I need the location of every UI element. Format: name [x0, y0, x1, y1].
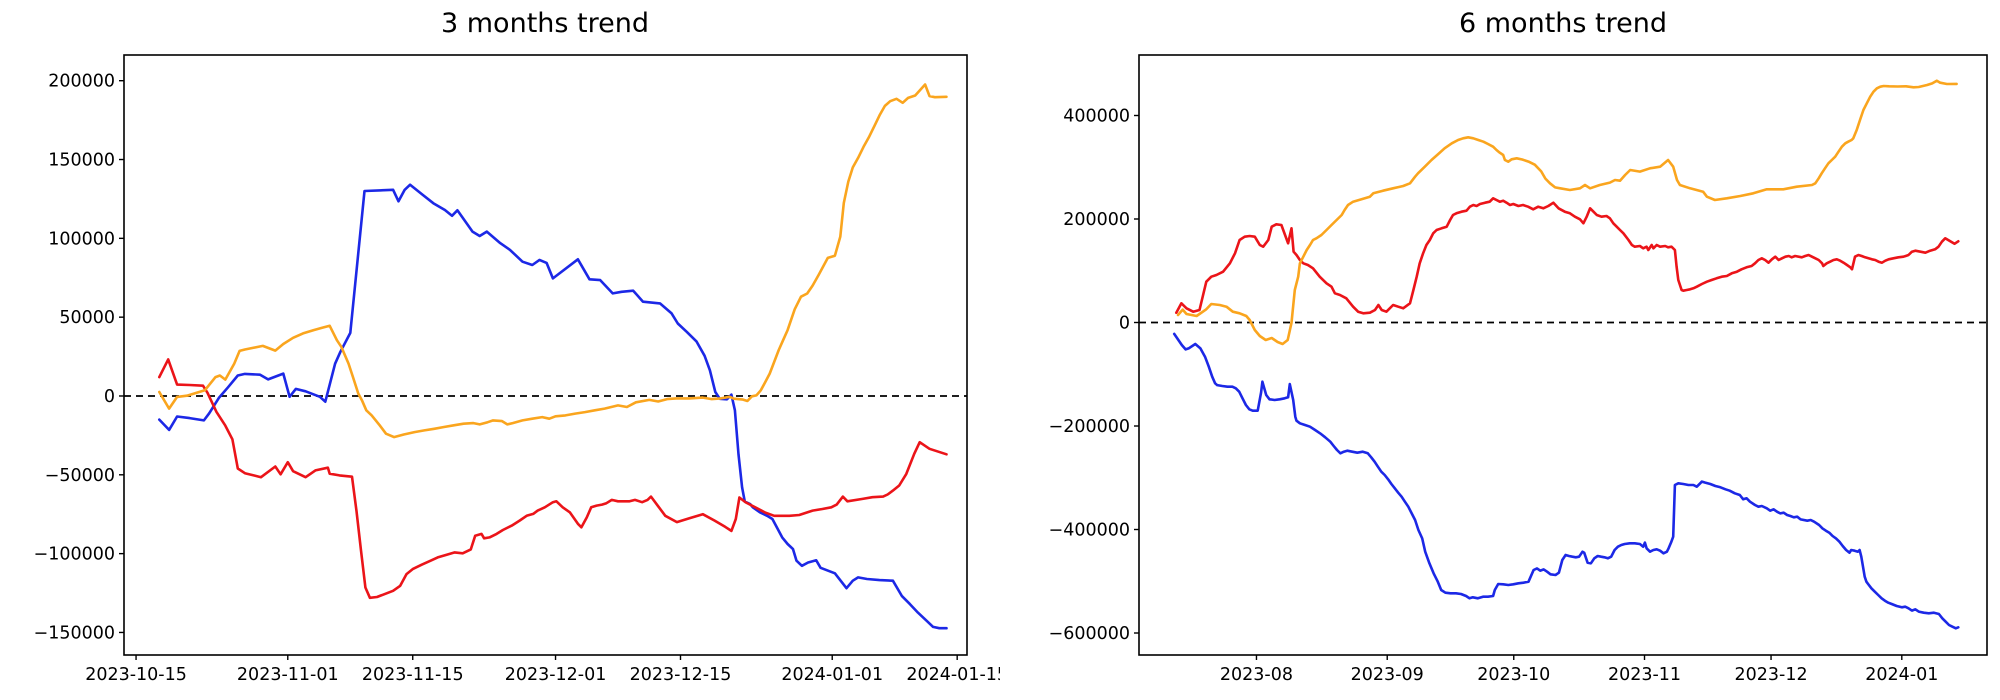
x-tick-label: 2023-11-15	[362, 665, 464, 685]
x-tick-label: 2023-10	[1477, 665, 1550, 685]
x-tick-label: 2023-11	[1608, 665, 1681, 685]
y-tick-label: −150000	[34, 623, 115, 643]
y-tick-label: −600000	[1049, 624, 1130, 644]
y-tick-label: 100000	[48, 229, 115, 249]
plot-6-months-trend: 2023-08 2023-09 2023-10 2023-11 2023-12 2024-…	[1049, 54, 1988, 685]
chart-6-months-trend: 6 months trend 2023-08 2023-09 2023-10 2023…	[1000, 0, 2000, 700]
chart-title-3-months: 3 months trend	[441, 8, 649, 39]
series-blue-line	[158, 183, 948, 630]
chart-3-months-trend: 3 months trend 2023-10-15 2023-11-01 2023-…	[34, 8, 1000, 685]
x-tick-label: 2024-01	[1865, 665, 1938, 685]
y-tick-label: −400000	[1049, 521, 1130, 541]
x-tick-label: 2023-11-01	[237, 665, 339, 685]
y-tick-label: −100000	[34, 545, 115, 565]
x-tick-label: 2023-12-15	[630, 665, 732, 685]
y-tick-label: 200000	[48, 72, 115, 92]
y-tick-label: 150000	[48, 151, 115, 171]
y-tick-label: −200000	[1049, 417, 1130, 437]
x-tick-label: 2024-01-01	[781, 665, 883, 685]
x-tick-label: 2023-12-01	[505, 665, 607, 685]
series-orange-line	[158, 83, 948, 439]
y-tick-label: −50000	[45, 466, 115, 486]
chart-title-6-months: 6 months trend	[1459, 8, 1667, 39]
x-tick-label: 2023-12	[1734, 665, 1807, 685]
series-blue-line	[1172, 332, 1960, 630]
x-tick-label: 2024-01-15	[906, 665, 1000, 685]
y-tick-label: 0	[104, 387, 115, 407]
y-tick-label: 200000	[1063, 210, 1130, 230]
y-tick-label: 0	[1119, 314, 1130, 334]
x-tick-label: 2023-08	[1220, 665, 1293, 685]
y-tick-label: 50000	[59, 308, 115, 328]
plot-3-months-trend: 2023-10-15 2023-11-01 2023-11-15 2023-12-01…	[34, 54, 1000, 685]
y-tick-label: 400000	[1063, 106, 1130, 126]
x-tick-label: 2023-10-15	[85, 665, 187, 685]
x-tick-label: 2023-09	[1351, 665, 1424, 685]
series-red-line	[158, 358, 948, 600]
series-orange-line	[1176, 79, 1958, 346]
series-red-line	[1175, 197, 1960, 315]
